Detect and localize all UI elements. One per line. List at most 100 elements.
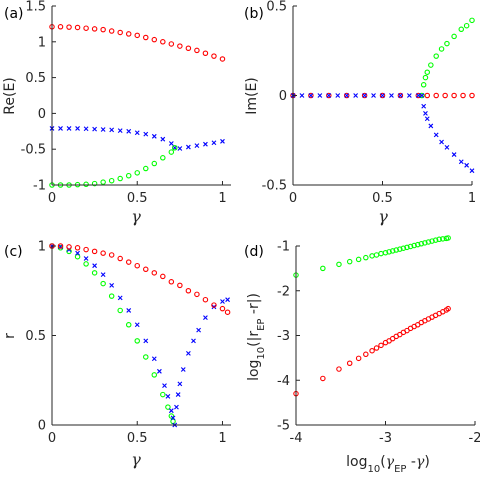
y-tick-label-a: 0: [38, 107, 46, 122]
x-tick-label-d: -3: [379, 431, 392, 446]
data-point-a-green: [160, 155, 166, 161]
data-point-b-blue: [428, 123, 434, 129]
data-point-b-blue: [380, 93, 385, 98]
data-point-c-blue: [117, 295, 123, 301]
x-tick-label-c: 0.5: [127, 431, 148, 446]
data-point-c-green: [117, 307, 123, 314]
data-point-b-green: [424, 69, 430, 75]
data-point-d-green: [373, 252, 380, 258]
data-point-a-red: [83, 25, 89, 31]
data-point-a-blue: [134, 130, 140, 136]
data-point-a-green: [143, 165, 149, 172]
data-point-b-green: [463, 22, 470, 29]
data-point-c-red: [57, 243, 64, 249]
data-point-c-blue: [134, 322, 140, 328]
data-point-b-red: [326, 92, 332, 99]
data-point-b-blue: [415, 93, 421, 98]
data-point-c-blue: [151, 356, 157, 362]
data-point-c-green: [108, 293, 115, 299]
data-point-a-red: [168, 41, 175, 47]
y-tick-label-a: -0.5: [21, 143, 46, 158]
data-point-a-red: [100, 26, 106, 33]
data-point-b-blue: [444, 145, 450, 150]
data-point-b-blue: [419, 93, 425, 98]
panel-d-xlabel: log10(γEP -γ): [346, 454, 430, 475]
data-point-b-blue: [371, 93, 376, 98]
data-point-b-blue: [308, 93, 314, 98]
data-point-d-red: [320, 375, 326, 382]
data-point-a-red: [57, 24, 64, 30]
data-point-a-green: [168, 149, 175, 155]
data-point-a-blue: [177, 146, 183, 151]
data-point-b-red: [451, 92, 457, 99]
y-tick-label-d: -4: [277, 374, 290, 389]
data-point-b-green: [458, 26, 465, 33]
data-point-c-red: [168, 279, 175, 285]
data-point-c-red: [74, 245, 81, 251]
data-point-a-green: [100, 179, 106, 185]
data-point-b-blue: [317, 93, 323, 98]
data-point-c-blue: [191, 338, 196, 344]
y-tick-label-d: -1: [277, 240, 290, 255]
data-point-d-green: [440, 236, 446, 242]
data-point-c-green: [151, 372, 158, 378]
data-point-a-red: [211, 53, 217, 59]
data-point-d-red: [378, 342, 384, 349]
panel-c: (c) r γ 0 0.5 1 0 0.5 1: [2, 240, 231, 469]
data-point-c-blue: [196, 327, 201, 333]
data-point-b-blue: [469, 168, 475, 174]
data-point-c-blue: [174, 404, 179, 410]
data-point-a-red: [160, 39, 166, 45]
data-point-b-blue: [362, 93, 367, 98]
data-point-b-red: [442, 92, 448, 99]
data-point-c-blue: [126, 308, 132, 313]
data-point-b-blue: [451, 152, 457, 157]
data-point-c-red: [66, 244, 72, 250]
data-point-c-blue: [75, 250, 80, 256]
data-point-b-blue: [353, 93, 359, 98]
data-point-d-red: [369, 347, 375, 354]
data-point-d-green: [346, 258, 353, 265]
data-point-a-green: [91, 180, 98, 187]
data-point-c-red: [194, 291, 200, 298]
data-point-a-blue: [168, 141, 174, 146]
panel-b-label: (b): [244, 6, 264, 22]
data-point-c-green: [134, 338, 140, 344]
x-tick-label-b: 1: [468, 191, 476, 206]
data-point-d-green: [404, 244, 410, 251]
data-point-a-green: [108, 177, 115, 184]
data-point-a-red: [219, 56, 226, 62]
data-point-c-red: [117, 255, 123, 262]
x-tick-label-d: -4: [290, 431, 303, 446]
x-tick-label-c: 1: [218, 431, 226, 446]
data-point-d-green: [414, 241, 421, 248]
data-point-b-blue: [433, 132, 439, 138]
data-point-b-green: [438, 46, 445, 52]
data-point-c-red: [224, 309, 231, 315]
data-point-a-blue: [75, 126, 80, 131]
panel-b-xlabel: γ: [378, 207, 388, 226]
data-point-b-green: [422, 74, 429, 81]
data-point-b-blue: [439, 139, 444, 145]
data-point-c-green: [165, 404, 171, 410]
data-point-c-blue: [168, 408, 174, 414]
data-point-b-red: [361, 92, 368, 99]
data-point-a-blue: [58, 126, 63, 131]
data-point-c-blue: [203, 315, 208, 320]
data-point-d-green: [422, 240, 428, 246]
data-point-c-red: [202, 296, 209, 303]
data-point-b-red: [379, 92, 386, 99]
data-point-d-green: [386, 249, 392, 255]
data-point-d-green: [397, 246, 403, 252]
data-point-a-blue: [117, 128, 123, 133]
data-point-c-blue: [165, 393, 171, 399]
x-tick-label-a: 0: [48, 191, 56, 206]
data-point-d-green: [369, 253, 375, 259]
data-point-a-red: [66, 24, 72, 30]
y-tick-label-c: 0.5: [25, 329, 46, 344]
data-point-b-green: [420, 82, 427, 88]
data-point-b-green: [419, 92, 425, 99]
data-point-b-red: [397, 92, 404, 99]
data-point-c-red: [125, 259, 132, 265]
